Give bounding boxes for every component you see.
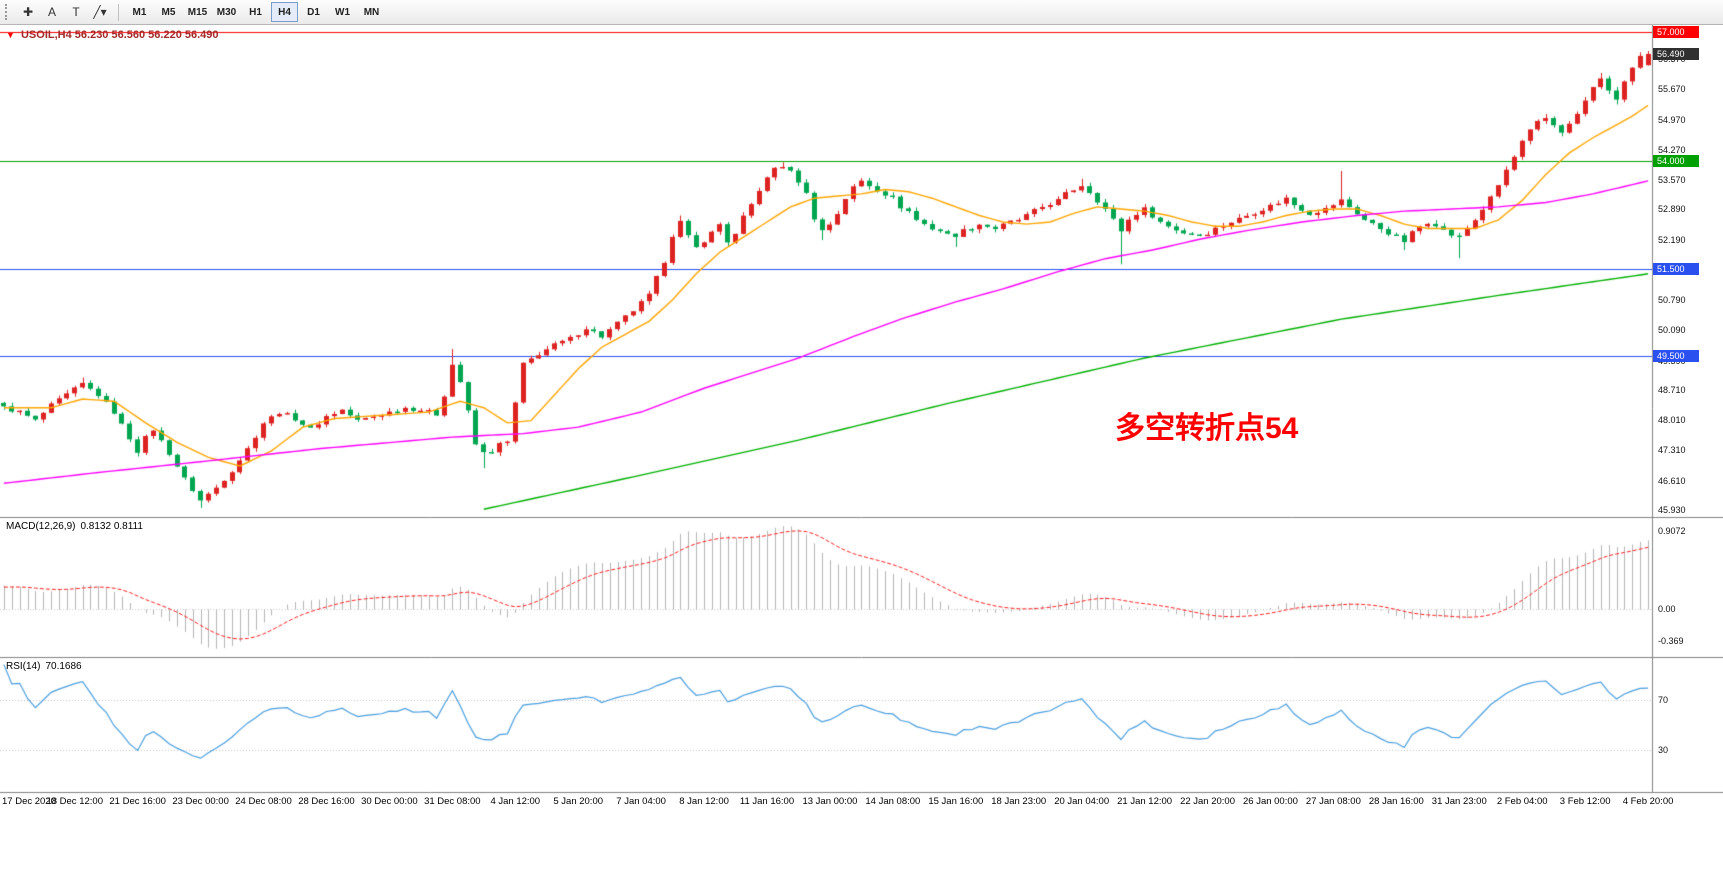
chart-info: ▼ USOIL,H4 56.230 56.560 56.220 56.490 (6, 29, 219, 41)
time-label: 7 Jan 04:00 (616, 796, 666, 807)
timeframe-button-mn[interactable]: MN (358, 2, 385, 22)
time-label: 31 Jan 23:00 (1431, 796, 1487, 807)
price-level-badge: 49.500 (1653, 350, 1699, 362)
time-label: 21 Dec 16:00 (109, 796, 166, 807)
time-label: 17 Dec 2020 (2, 796, 56, 807)
chart-area: ▼ USOIL,H4 56.230 56.560 56.220 56.490 多… (0, 25, 1723, 895)
crosshair-icon[interactable]: ✚ (16, 2, 40, 22)
time-label: 24 Dec 08:00 (235, 796, 292, 807)
timeframe-button-m5[interactable]: M5 (155, 2, 182, 22)
rsi-label: RSI(14) 70.1686 (6, 661, 82, 672)
price-level-badge: 57.000 (1653, 26, 1699, 38)
text-label-icon[interactable]: A (40, 2, 64, 22)
macd-name: MACD(12,26,9) (6, 521, 76, 532)
time-label: 23 Dec 00:00 (172, 796, 229, 807)
time-label: 22 Jan 20:00 (1180, 796, 1235, 807)
price-tick: 47.310 (1658, 445, 1686, 455)
price-tick: 48.010 (1658, 415, 1686, 425)
price-tick: 45.930 (1658, 505, 1686, 515)
timeframe-button-m1[interactable]: M1 (126, 2, 153, 22)
sell-marker-icon: ▼ (6, 30, 15, 40)
price-scale[interactable]: 45.93046.61047.31048.01048.71049.39050.0… (1652, 25, 1723, 815)
timeframe-button-h4[interactable]: H4 (271, 2, 298, 22)
timeframe-button-d1[interactable]: D1 (300, 2, 327, 22)
timeframe-button-m15[interactable]: M15 (184, 2, 211, 22)
time-label: 8 Jan 12:00 (679, 796, 729, 807)
toolbar-separator (118, 3, 119, 21)
time-label: 3 Feb 12:00 (1559, 796, 1611, 807)
time-label: 20 Jan 04:00 (1054, 796, 1110, 807)
macd-values: 0.8132 0.8111 (80, 521, 143, 532)
time-label: 30 Dec 00:00 (361, 796, 418, 807)
price-tick: 52.890 (1658, 204, 1686, 214)
time-label: 4 Jan 12:00 (490, 796, 541, 807)
price-tick: 53.570 (1658, 175, 1686, 185)
price-tick: 50.790 (1658, 295, 1686, 305)
price-tick: 55.670 (1658, 84, 1686, 94)
price-tick: 54.970 (1658, 115, 1686, 125)
macd-scale-tick: 0.00 (1658, 604, 1676, 614)
time-label: 21 Jan 12:00 (1117, 796, 1173, 807)
time-label: 4 Feb 20:00 (1622, 796, 1674, 807)
time-label: 28 Jan 16:00 (1368, 796, 1424, 807)
price-tick: 50.090 (1658, 325, 1686, 335)
timeframe-button-w1[interactable]: W1 (329, 2, 356, 22)
rsi-name: RSI(14) (6, 661, 41, 672)
time-label: 26 Jan 00:00 (1242, 796, 1298, 807)
macd-scale-tick: -0.369 (1658, 636, 1684, 646)
rsi-values: 70.1686 (45, 661, 82, 672)
price-tick: 46.610 (1658, 476, 1686, 486)
time-label: 11 Jan 16:00 (739, 796, 795, 807)
macd-label: MACD(12,26,9) 0.8132 0.8111 (6, 521, 143, 532)
rsi-scale-tick: 30 (1658, 745, 1669, 755)
timeframe-group: M1 M5 M15 M30 H1 H4 D1 W1 MN (125, 2, 386, 22)
tool-group: ✚ A T ╱▾ (16, 2, 112, 22)
time-label: 31 Dec 08:00 (424, 796, 481, 807)
text-box-icon[interactable]: T (64, 2, 88, 22)
time-axis[interactable]: 17 Dec 2020 18 Dec 12:00 21 Dec 16:00 23 De… (0, 794, 1673, 814)
time-label: 14 Jan 08:00 (865, 796, 921, 807)
price-tick: 54.270 (1658, 145, 1686, 155)
macd-scale-tick: 0.9072 (1658, 526, 1686, 536)
time-label: 5 Jan 20:00 (553, 796, 604, 807)
time-label: 18 Jan 23:00 (991, 796, 1047, 807)
toolbar-grip[interactable] (5, 4, 10, 20)
time-label: 27 Jan 08:00 (1305, 796, 1361, 807)
time-label: 2 Feb 04:00 (1496, 796, 1548, 807)
current-price-badge: 56.490 (1653, 48, 1699, 60)
ohlc-readout: 56.230 56.560 56.220 56.490 (74, 29, 219, 41)
rsi-scale-tick: 70 (1658, 695, 1669, 705)
price-level-badge: 51.500 (1653, 263, 1699, 275)
timeframe-button-m30[interactable]: M30 (213, 2, 240, 22)
symbol-period-label: USOIL,H4 (20, 29, 72, 41)
price-tick: 48.710 (1658, 385, 1686, 395)
trendline-icon[interactable]: ╱▾ (88, 2, 112, 22)
price-annotation: 多空转折点54 (1115, 412, 1299, 445)
chart-toolbar: ✚ A T ╱▾ M1 M5 M15 M30 H1 H4 D1 W1 MN (0, 0, 1723, 25)
timeframe-button-h1[interactable]: H1 (242, 2, 269, 22)
chart-canvas[interactable] (0, 25, 1723, 895)
time-label: 28 Dec 16:00 (298, 796, 355, 807)
price-level-badge: 54.000 (1653, 155, 1699, 167)
time-label: 15 Jan 16:00 (928, 796, 984, 807)
price-tick: 52.190 (1658, 235, 1686, 245)
time-label: 13 Jan 00:00 (802, 796, 858, 807)
time-label: 18 Dec 12:00 (46, 796, 103, 807)
